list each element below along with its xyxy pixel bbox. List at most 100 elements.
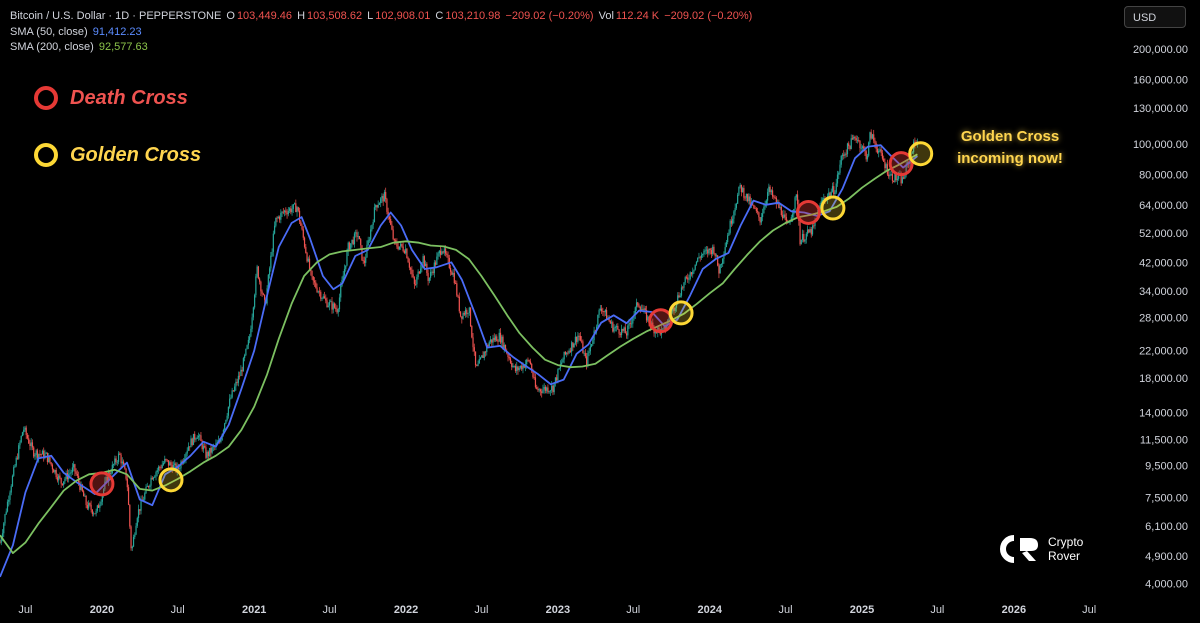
candle-body — [473, 347, 475, 352]
y-axis[interactable]: 4,000.00 4,900.00 6,100.00 7,500.00 9,500.00… — [1133, 44, 1188, 591]
candle-body — [166, 459, 168, 461]
candle — [410, 266, 412, 275]
candle-body — [512, 365, 514, 367]
candle — [405, 244, 407, 255]
candle — [149, 484, 151, 490]
candle — [191, 437, 193, 447]
candle-body — [160, 467, 162, 469]
candle-body — [821, 199, 824, 202]
candle-body — [264, 294, 266, 300]
candle — [348, 241, 351, 251]
x-axis[interactable]: Jul 2020 Jul 2021 Jul 2022 Jul 2023 Jul 2024 Jul 20… — [18, 604, 1096, 616]
candle-body — [811, 225, 814, 235]
candle — [553, 382, 555, 395]
candle — [771, 186, 774, 199]
candle — [538, 387, 540, 393]
currency-selector[interactable]: USD — [1124, 6, 1186, 28]
candle-body — [241, 369, 243, 372]
candle — [383, 189, 386, 202]
candle-body — [548, 391, 550, 393]
candle — [388, 215, 391, 223]
candle-body — [481, 355, 483, 358]
sma200-legend-row[interactable]: SMA (200, close) 92,577.63 — [10, 41, 150, 53]
candle — [13, 465, 15, 477]
candle-body — [533, 377, 535, 378]
candle-body — [291, 208, 293, 213]
candle-body — [407, 258, 409, 263]
candle-body — [285, 210, 287, 213]
candle — [513, 365, 515, 368]
candle-body — [843, 154, 845, 156]
candle — [635, 298, 638, 311]
sma200-line[interactable] — [0, 153, 918, 554]
candle — [278, 215, 281, 223]
candle — [549, 389, 552, 396]
candle-body — [499, 332, 502, 343]
candle-body — [360, 239, 362, 246]
candle-body — [839, 164, 841, 173]
sma50-line[interactable] — [0, 144, 918, 578]
candle-body — [350, 243, 352, 250]
candle — [673, 306, 675, 315]
candle — [610, 319, 613, 328]
candle — [614, 325, 616, 332]
candle — [392, 225, 394, 241]
candle-body — [689, 272, 691, 280]
candle-body — [844, 153, 846, 156]
candle — [498, 329, 500, 342]
candle-body — [162, 463, 165, 465]
candle-body — [247, 339, 249, 346]
candle-body — [805, 233, 807, 240]
candle — [710, 247, 713, 258]
candle — [461, 316, 463, 324]
candle — [351, 239, 353, 248]
death-cross-ring-icon — [34, 86, 58, 110]
candle — [325, 294, 327, 304]
candle-body — [231, 390, 233, 398]
candle — [544, 385, 547, 394]
candle-body — [532, 371, 534, 378]
candle-body — [743, 188, 745, 198]
candle-body — [905, 164, 907, 176]
candle — [467, 312, 469, 319]
sma50-value: 91,412.23 — [92, 26, 142, 38]
candle-body — [753, 204, 755, 209]
candle — [762, 208, 764, 222]
candle — [199, 433, 201, 441]
candle-body — [49, 456, 51, 463]
candle — [734, 203, 736, 216]
candle-body — [866, 155, 869, 160]
candle — [56, 473, 59, 483]
candle-body — [330, 301, 332, 303]
candle-body — [278, 216, 281, 220]
candle — [858, 137, 860, 143]
candle-body — [71, 467, 73, 473]
sma50-legend-row[interactable]: SMA (50, close) 91,412.23 — [10, 26, 144, 38]
candle — [629, 320, 631, 329]
candle — [729, 218, 731, 235]
candle — [271, 248, 273, 258]
candle-body — [901, 177, 904, 184]
candle — [151, 476, 153, 480]
candle-body — [675, 303, 678, 308]
candle-body — [179, 468, 181, 470]
candle-body — [645, 310, 648, 321]
candle-body — [672, 307, 674, 312]
candle-body — [298, 210, 301, 222]
symbol-label[interactable]: Bitcoin / U.S. Dollar · 1D · PEPPERSTONE — [10, 10, 222, 22]
candle — [385, 187, 387, 203]
candle-body — [519, 365, 522, 368]
candle — [170, 460, 172, 468]
candle-body — [612, 322, 614, 332]
candle — [282, 207, 284, 215]
candle-body — [326, 300, 328, 308]
candle-body — [879, 149, 881, 151]
candle-body — [770, 190, 772, 193]
candle-body — [197, 435, 200, 438]
candle-body — [167, 460, 170, 466]
candle-body — [733, 211, 735, 219]
candle-body — [557, 369, 559, 381]
candle-body — [572, 342, 574, 348]
candle-body — [551, 385, 553, 391]
